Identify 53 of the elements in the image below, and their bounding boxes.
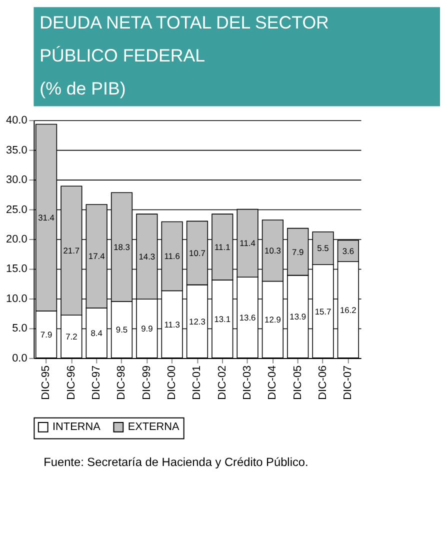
- data-label: 15.7: [314, 306, 332, 316]
- data-label: 11.1: [214, 242, 231, 252]
- data-label: 31.4: [38, 212, 55, 223]
- data-label: 9.5: [116, 324, 128, 335]
- data-label: 11.6: [164, 251, 180, 262]
- data-label: 11.4: [240, 238, 256, 248]
- data-label: 12.3: [189, 316, 206, 326]
- data-label: 7.9: [292, 246, 304, 257]
- data-label: 16.2: [340, 304, 357, 315]
- x-tick-label: DIC-97: [90, 365, 103, 400]
- x-tick-label: DIC-99: [140, 365, 153, 400]
- data-label: 7.2: [66, 332, 78, 342]
- legend-label: INTERNA: [52, 421, 102, 434]
- data-label: 11.3: [164, 319, 180, 330]
- y-tick-label: 25.0: [6, 204, 28, 216]
- y-tick-label: 10.0: [6, 292, 28, 305]
- data-label: 7.9: [40, 329, 52, 340]
- x-tick-label: DIC-06: [316, 365, 329, 400]
- data-label: 10.3: [264, 246, 282, 256]
- y-tick-label: 30.0: [6, 174, 28, 186]
- x-tick-label: DIC-01: [191, 365, 204, 400]
- x-tick-label: DIC-02: [216, 365, 228, 400]
- data-label: 8.4: [90, 328, 103, 338]
- data-label: 10.7: [189, 248, 206, 258]
- x-tick-label: DIC-03: [242, 365, 254, 400]
- data-label: 14.3: [138, 252, 156, 262]
- data-label: 18.3: [114, 242, 130, 252]
- data-label: 12.9: [264, 314, 282, 325]
- y-tick-label: 35.0: [6, 144, 28, 156]
- data-label: 17.4: [88, 251, 106, 262]
- legend-label: EXTERNA: [128, 421, 180, 434]
- data-label: 13.9: [290, 312, 306, 322]
- data-label: 5.5: [317, 243, 330, 254]
- y-tick-label: 15.0: [6, 263, 28, 276]
- x-tick-label: DIC-96: [65, 365, 78, 400]
- chart-title: DEUDA NETA TOTAL DEL SECTOR PÚBLICO FEDERAL: [40, 12, 330, 66]
- data-label: 9.9: [141, 323, 154, 334]
- source-note: Fuente: Secretaría de Hacienda y Crédito Público.: [44, 454, 308, 469]
- y-tick-label: 5.0: [12, 322, 28, 335]
- x-tick-label: DIC-04: [266, 365, 279, 400]
- data-label: 13.1: [214, 314, 231, 324]
- data-label: 21.7: [63, 246, 80, 256]
- x-tick-label: DIC-95: [40, 365, 52, 400]
- data-label: 3.6: [342, 246, 354, 256]
- data-label: 13.6: [239, 312, 256, 322]
- x-tick-label: DIC-05: [292, 365, 304, 400]
- x-tick-label: DIC-07: [342, 365, 354, 400]
- x-tick-label: DIC-98: [116, 365, 128, 400]
- y-tick-label: 20.0: [6, 233, 28, 246]
- y-tick-label: 0.0: [12, 352, 28, 364]
- y-tick-label: 40.0: [6, 114, 28, 127]
- chart-subtitle: (% de PIB): [40, 78, 126, 99]
- x-tick-label: DIC-00: [166, 365, 178, 400]
